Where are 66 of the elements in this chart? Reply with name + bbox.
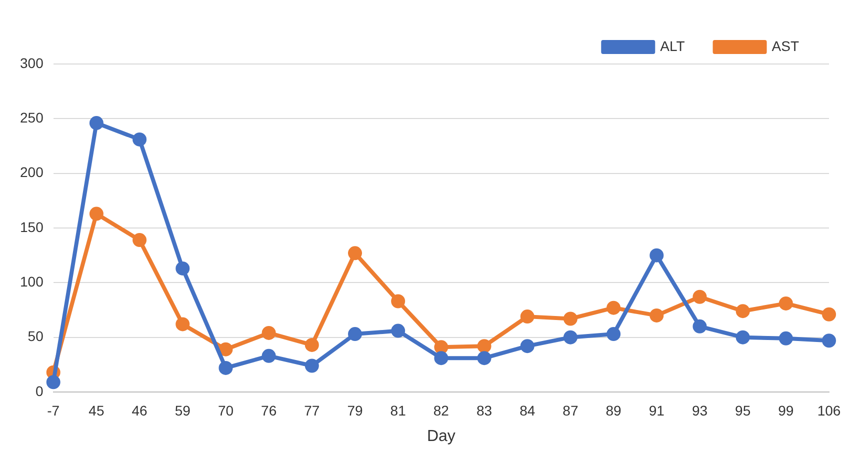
point: [218, 360, 233, 375]
point: [736, 330, 750, 344]
x-tick-label: 93: [692, 402, 708, 418]
point: [650, 248, 664, 262]
legend-label: AST: [772, 38, 800, 54]
x-tick-label: 70: [218, 402, 234, 418]
point: [650, 308, 664, 322]
x-axis-title: Day: [426, 428, 456, 445]
point: [391, 294, 406, 308]
point: [692, 290, 707, 304]
y-tick-label: 250: [20, 110, 44, 126]
x-tick-label: 76: [261, 402, 277, 418]
point: [176, 261, 190, 276]
x-tick-label: 82: [433, 402, 450, 418]
point: [520, 310, 534, 324]
point: [736, 304, 750, 318]
point: [391, 324, 406, 338]
point: [822, 307, 836, 322]
point: [132, 233, 147, 248]
x-tick-label: 83: [476, 402, 492, 418]
point: [520, 339, 534, 354]
x-tick-label: 46: [132, 402, 148, 418]
point: [218, 342, 233, 356]
point: [692, 319, 707, 334]
x-tick-label: 99: [778, 402, 794, 418]
point: [434, 351, 448, 366]
point: [348, 246, 362, 260]
point: [132, 132, 147, 146]
y-tick-label: 100: [20, 274, 44, 290]
point: [46, 375, 60, 390]
point: [262, 348, 276, 363]
point: [176, 317, 190, 332]
point: [304, 358, 319, 373]
point: [563, 312, 578, 326]
x-tick-label: 95: [735, 402, 751, 418]
x-tick-label: 91: [648, 402, 665, 418]
x-tick-label: 77: [304, 402, 320, 418]
y-tick-label: 0: [36, 382, 44, 399]
y-tick-label: 200: [20, 164, 44, 180]
y-tick-label: 50: [28, 328, 44, 344]
x-tick-label: 87: [562, 402, 578, 418]
x-tick-label: 84: [520, 402, 536, 418]
point: [606, 327, 621, 342]
x-tick-label: 81: [390, 402, 406, 418]
point: [477, 351, 492, 366]
x-tick-label: -7: [47, 402, 60, 418]
point: [563, 330, 578, 344]
x-tick-label: 106: [817, 402, 841, 418]
point: [348, 327, 362, 342]
point: [477, 339, 492, 354]
x-tick-label: 59: [174, 402, 191, 418]
point: [89, 206, 104, 221]
y-tick-label: 150: [20, 218, 44, 235]
point: [262, 326, 276, 340]
legend-label: ALT: [660, 38, 686, 54]
point: [778, 296, 793, 310]
x-tick-label: 89: [606, 402, 622, 418]
point: [89, 116, 104, 130]
point: [304, 338, 319, 352]
point: [778, 331, 793, 346]
point: [822, 334, 836, 348]
point: [606, 300, 621, 315]
x-tick-label: 79: [347, 402, 363, 418]
x-tick-label: 45: [88, 402, 104, 418]
point: [434, 340, 448, 354]
y-tick-label: 300: [20, 54, 44, 71]
